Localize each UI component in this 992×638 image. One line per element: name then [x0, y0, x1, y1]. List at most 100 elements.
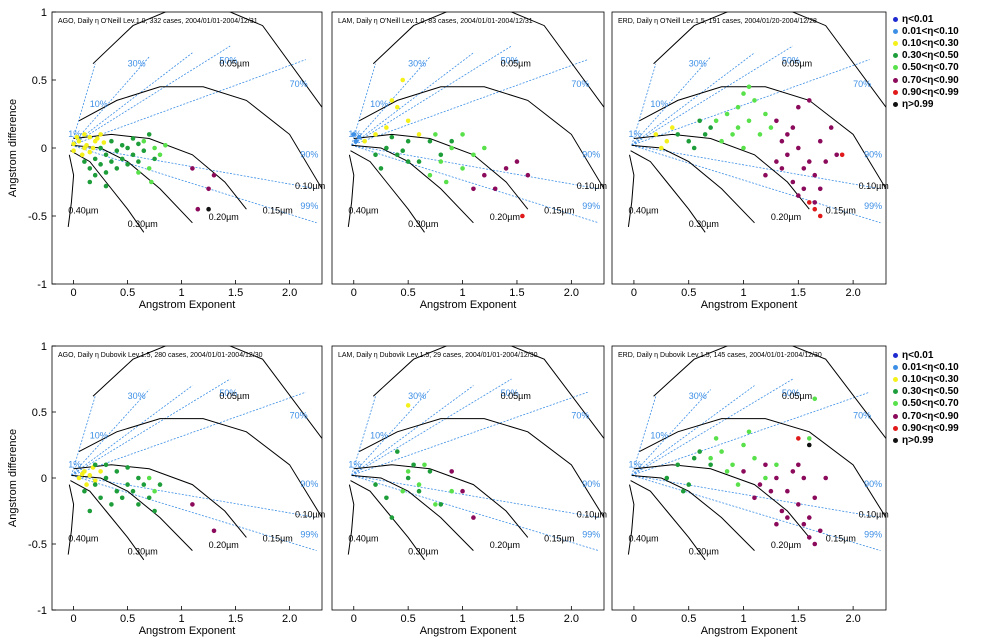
- fine-mode-fraction-label: 50%: [782, 388, 800, 398]
- data-point: [136, 502, 141, 507]
- data-point: [400, 148, 406, 154]
- legend-marker-icon: [893, 364, 898, 370]
- data-point: [109, 138, 114, 144]
- data-point: [119, 142, 125, 148]
- data-point: [790, 125, 796, 130]
- data-point: [211, 528, 217, 534]
- data-point: [405, 403, 411, 408]
- data-points: [373, 403, 476, 520]
- y-tick-label: -0.5: [28, 539, 47, 551]
- x-tick-label: 0.5: [681, 287, 696, 299]
- data-point: [119, 495, 125, 501]
- data-point: [92, 156, 98, 162]
- data-point: [449, 488, 454, 494]
- x-tick-label: 0.5: [681, 613, 696, 625]
- data-point: [130, 488, 136, 494]
- data-point: [801, 166, 807, 171]
- data-point: [141, 148, 147, 154]
- classification-grid: [347, 12, 604, 233]
- data-point: [774, 462, 779, 468]
- legend-marker-icon: [893, 376, 898, 382]
- data-point: [136, 475, 141, 481]
- fine-mode-radius-curve: [631, 144, 755, 224]
- data-point: [157, 482, 163, 487]
- x-tick-label: 1: [179, 287, 185, 299]
- data-point: [351, 132, 357, 137]
- data-point: [834, 152, 839, 158]
- data-point: [356, 134, 362, 140]
- fine-mode-radius-curve: [653, 12, 886, 108]
- data-point: [746, 429, 752, 435]
- data-point: [416, 159, 422, 164]
- legend-label: 0.90<η<0.99: [902, 422, 959, 434]
- classification-grid: [67, 12, 322, 233]
- fine-mode-radius-curve: [78, 418, 322, 518]
- data-point: [741, 91, 746, 96]
- data-point: [416, 132, 422, 137]
- data-point: [806, 442, 812, 448]
- classification-grid: [627, 346, 886, 561]
- data-point: [125, 465, 130, 470]
- radius-label: 0.30µm: [689, 219, 719, 229]
- data-point: [697, 118, 702, 124]
- legend-label: 0.30<η<0.50: [902, 50, 959, 62]
- fine-mode-radius-curve: [92, 12, 322, 108]
- data-point: [746, 118, 752, 124]
- fine-mode-fraction-label: 1%: [68, 459, 81, 469]
- fine-mode-fraction-line: [631, 144, 881, 190]
- data-point: [812, 200, 818, 205]
- fine-mode-fraction-label: 30%: [128, 58, 146, 68]
- fine-mode-radius-curve: [630, 150, 706, 233]
- fine-mode-fraction-label: 90%: [864, 479, 882, 489]
- fine-mode-fraction-line: [71, 391, 306, 476]
- fine-mode-radius-curve: [347, 484, 355, 555]
- fine-mode-fraction-line: [71, 59, 306, 146]
- data-point: [482, 145, 487, 151]
- legend-marker-icon: [893, 401, 898, 407]
- data-point: [384, 125, 389, 130]
- data-point: [87, 134, 93, 140]
- radius-label: 0.30µm: [128, 547, 158, 557]
- x-tick-label: 1.5: [228, 287, 243, 299]
- plot-frame: [331, 345, 605, 611]
- radius-label: 0.10µm: [295, 510, 325, 520]
- legend-entry: 0.30<η<0.50: [893, 50, 959, 62]
- data-point: [449, 469, 454, 474]
- data-point: [471, 186, 476, 192]
- fine-mode-radius-curve: [70, 150, 145, 233]
- fine-mode-fraction-label: 70%: [571, 411, 589, 421]
- chart-title: ERD, Daily η O'Neill Lev.1.5, 191 cases,…: [618, 18, 817, 25]
- fine-mode-fraction-label: 50%: [219, 388, 237, 398]
- data-point: [152, 488, 157, 494]
- data-point: [384, 495, 389, 501]
- data-point: [713, 118, 719, 124]
- data-points: [653, 84, 845, 219]
- x-tick-label: 0: [631, 287, 637, 299]
- data-point: [735, 482, 741, 487]
- chart-panel: 1% 10% 30% 50% 70% 90% 99% 0.05µm 0.10µm 0.15µm 0.…: [7, 7, 325, 311]
- data-point: [708, 462, 713, 468]
- data-point: [114, 148, 120, 154]
- radius-label: 0.10µm: [577, 181, 607, 191]
- radius-label: 0.15µm: [263, 533, 293, 543]
- radius-label: 0.30µm: [408, 219, 438, 229]
- x-tick-label: 0.5: [401, 287, 416, 299]
- data-point: [828, 125, 834, 130]
- x-tick-label: 0.5: [120, 613, 135, 625]
- x-axis-label: Angstrom Exponent: [420, 625, 517, 637]
- data-point: [796, 145, 801, 151]
- fine-mode-fraction-line: [351, 378, 512, 476]
- fine-mode-radius-curve: [358, 418, 604, 518]
- data-point: [92, 172, 98, 178]
- legend-label: 0.30<η<0.50: [902, 386, 959, 398]
- legend-marker-icon: [893, 101, 898, 107]
- data-point: [817, 186, 823, 192]
- data-point: [92, 482, 98, 487]
- data-point: [752, 455, 757, 461]
- fine-mode-fraction-line: [71, 385, 193, 476]
- data-point: [449, 138, 454, 144]
- x-tick-label: 0.5: [401, 613, 416, 625]
- fine-mode-radius-curve: [627, 154, 635, 227]
- legend-marker-icon: [893, 437, 898, 443]
- x-tick-label: 0.5: [120, 287, 135, 299]
